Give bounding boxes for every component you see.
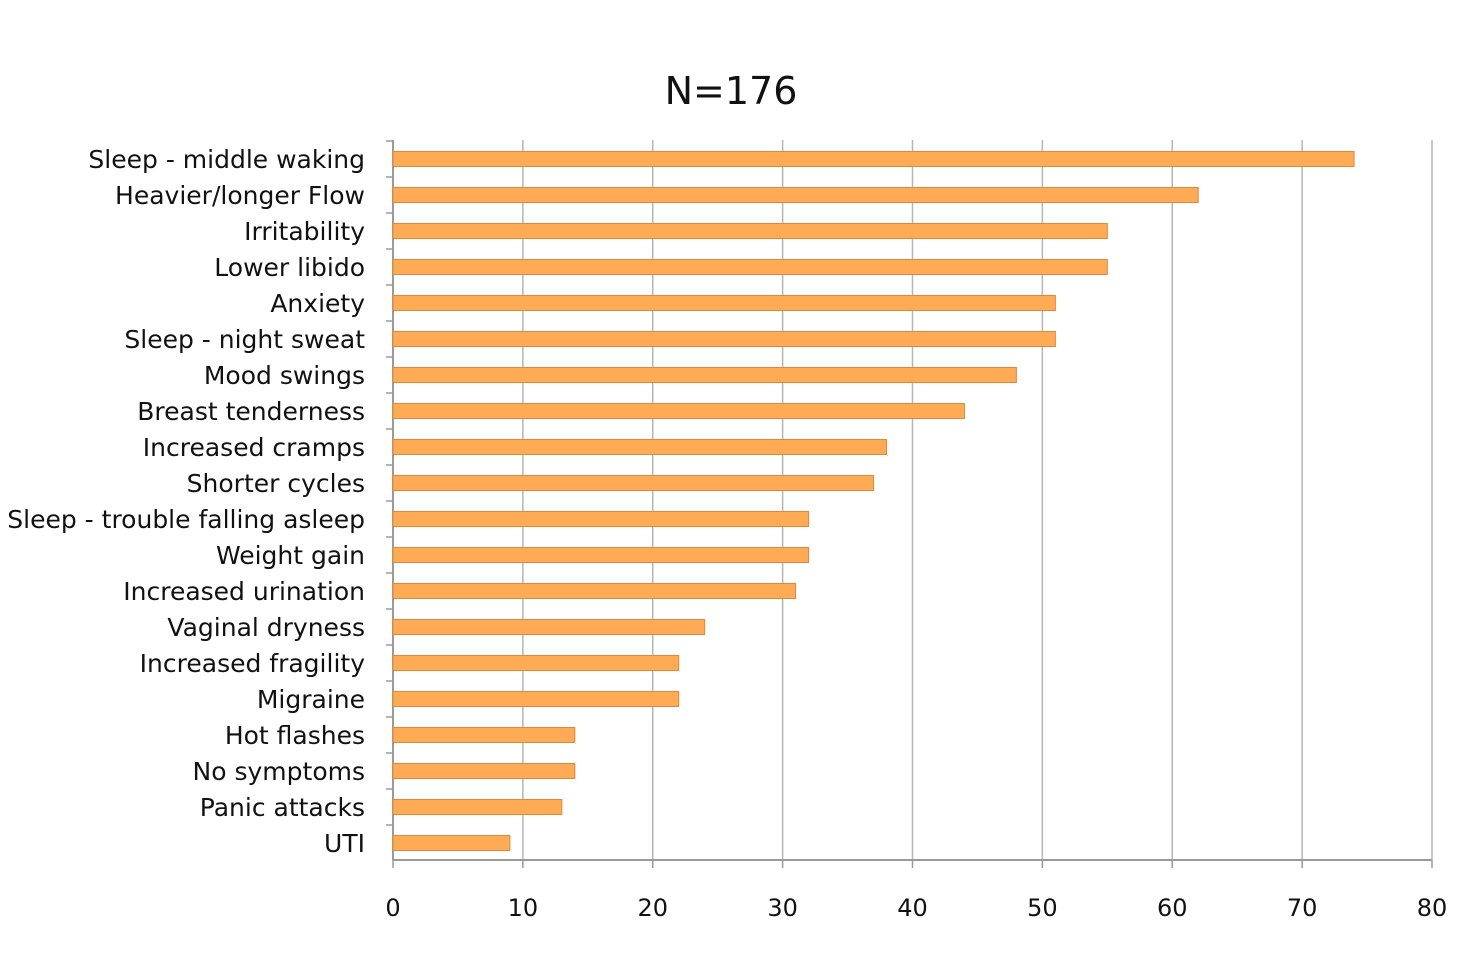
bar-6 — [392, 331, 1056, 347]
x-tick-label: 20 — [637, 894, 668, 922]
category-label: No symptoms — [193, 757, 365, 786]
x-tick-labels: 0 10 20 30 40 50 60 70 80 — [385, 894, 1447, 922]
category-label: Vaginal dryness — [167, 613, 365, 642]
bar-15 — [392, 655, 680, 671]
category-label: Mood swings — [204, 361, 365, 390]
axes — [386, 140, 1433, 868]
category-label: Increased urination — [123, 577, 365, 606]
bar-4 — [392, 259, 1108, 275]
category-label: Sleep - middle waking — [88, 145, 365, 174]
x-tick-label: 70 — [1287, 894, 1318, 922]
category-label: Panic attacks — [200, 793, 365, 822]
bar-7 — [392, 367, 1017, 383]
category-label: Irritability — [244, 217, 365, 246]
category-label: Weight gain — [216, 541, 365, 570]
bar-12 — [392, 547, 810, 563]
x-tick-label: 0 — [385, 894, 400, 922]
category-label: Breast tenderness — [137, 397, 365, 426]
bar-14 — [392, 619, 706, 635]
category-labels: Sleep - middle waking Heavier/longer Flow… — [7, 145, 365, 858]
bar-1 — [392, 151, 1355, 167]
category-label: Migraine — [257, 685, 365, 714]
category-label: Increased fragility — [140, 649, 366, 678]
bar-10 — [392, 475, 875, 491]
bar-20 — [392, 835, 511, 851]
grid-lines — [522, 140, 1433, 860]
bar-11 — [392, 511, 810, 527]
x-tick-label: 40 — [897, 894, 928, 922]
x-tick-label: 10 — [508, 894, 539, 922]
bar-8 — [392, 403, 965, 419]
bars — [392, 151, 1355, 851]
category-label: Anxiety — [270, 289, 365, 318]
bar-9 — [392, 439, 888, 455]
bar-17 — [392, 727, 576, 743]
category-label: Lower libido — [214, 253, 365, 282]
x-tick-label: 30 — [767, 894, 798, 922]
category-label: Hot flashes — [225, 721, 365, 750]
category-label: Sleep - night sweat — [124, 325, 365, 354]
bar-16 — [392, 691, 680, 707]
x-tick-label: 60 — [1157, 894, 1188, 922]
chart-title: N=176 — [665, 69, 798, 113]
bar-5 — [392, 295, 1056, 311]
category-label: Increased cramps — [143, 433, 365, 462]
bar-13 — [392, 583, 797, 599]
bar-18 — [392, 763, 576, 779]
category-label: UTI — [324, 829, 365, 858]
bar-2 — [392, 187, 1199, 203]
bar-3 — [392, 223, 1108, 239]
bar-19 — [392, 799, 563, 815]
category-label: Shorter cycles — [187, 469, 365, 498]
x-tick-label: 50 — [1027, 894, 1058, 922]
category-label: Sleep - trouble falling asleep — [7, 505, 365, 534]
x-tick-label: 80 — [1417, 894, 1448, 922]
category-label: Heavier/longer Flow — [115, 181, 365, 210]
